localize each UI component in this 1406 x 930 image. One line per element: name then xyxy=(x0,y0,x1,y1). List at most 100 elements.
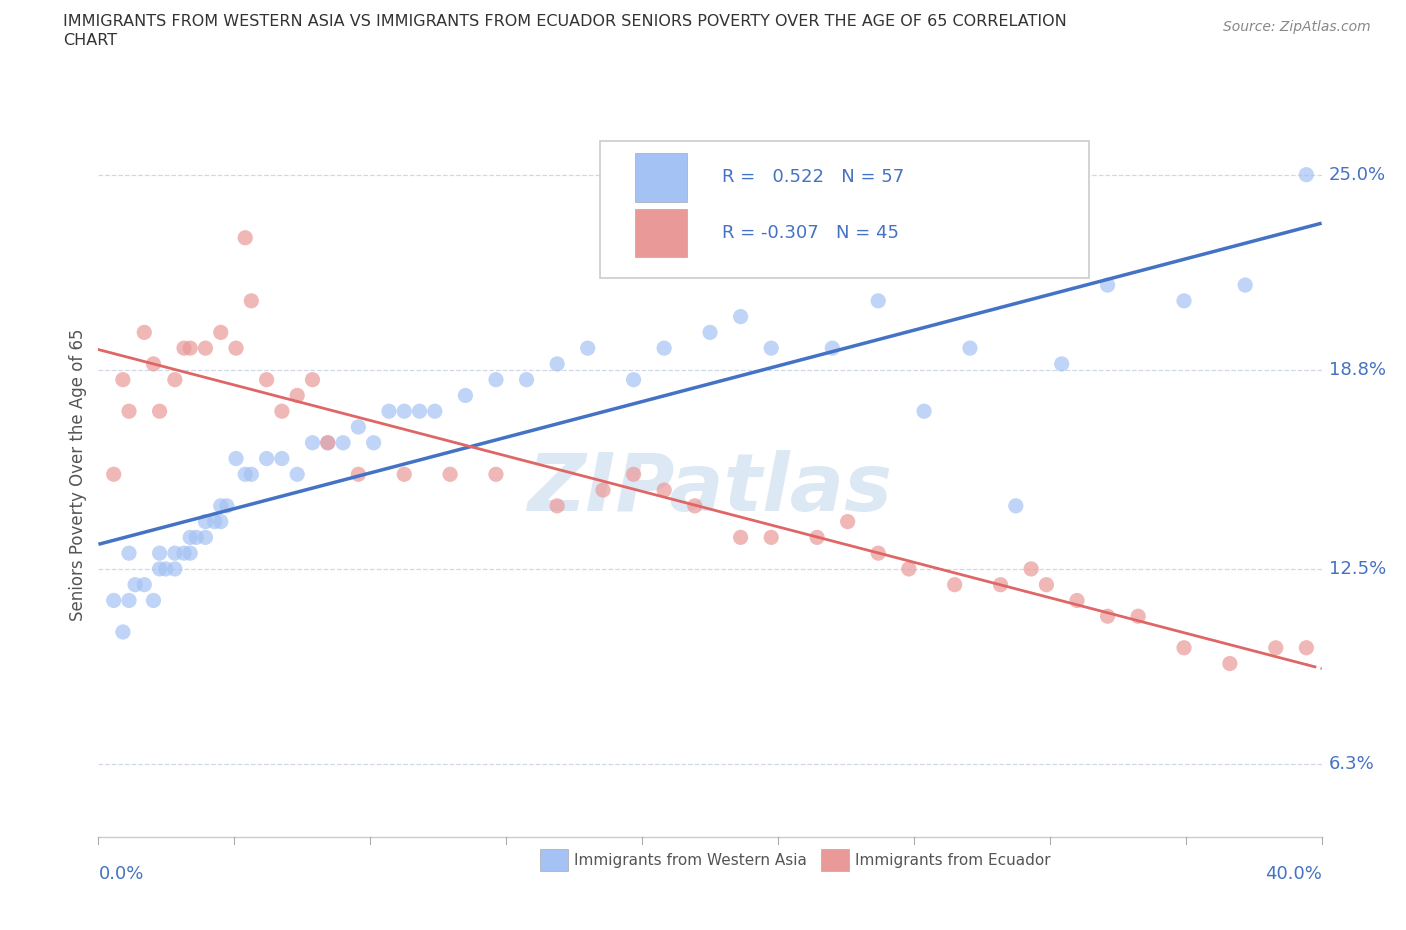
Point xyxy=(111,625,134,640)
Point xyxy=(454,388,477,403)
Point xyxy=(233,231,256,246)
Text: ZIPatlas: ZIPatlas xyxy=(527,450,893,528)
Point xyxy=(285,388,308,403)
Point xyxy=(623,467,645,482)
Point xyxy=(730,530,752,545)
Point xyxy=(730,309,752,324)
Point xyxy=(179,530,201,545)
Text: 6.3%: 6.3% xyxy=(1329,755,1375,774)
Point xyxy=(111,372,134,387)
Point xyxy=(1219,656,1241,671)
Text: 18.8%: 18.8% xyxy=(1329,361,1386,379)
Point xyxy=(546,356,568,371)
Point xyxy=(1264,641,1286,656)
Point xyxy=(1173,641,1195,656)
Point xyxy=(546,498,568,513)
Point xyxy=(347,467,370,482)
Point xyxy=(699,325,721,339)
FancyBboxPatch shape xyxy=(636,153,686,202)
Point xyxy=(149,562,172,577)
Point xyxy=(485,372,508,387)
Point xyxy=(1097,278,1119,293)
Point xyxy=(149,404,172,418)
Point xyxy=(256,451,278,466)
Point xyxy=(209,325,232,339)
Point xyxy=(301,435,323,450)
Point xyxy=(163,372,186,387)
Point xyxy=(576,340,599,355)
Point xyxy=(285,467,308,482)
Point xyxy=(215,498,238,513)
Point xyxy=(1295,641,1317,656)
Point xyxy=(204,514,226,529)
Text: R = -0.307   N = 45: R = -0.307 N = 45 xyxy=(723,224,900,242)
Point xyxy=(439,467,461,482)
Point xyxy=(186,530,208,545)
Point xyxy=(240,293,263,308)
Point xyxy=(270,404,292,418)
Point xyxy=(103,467,125,482)
Point xyxy=(652,340,675,355)
Point xyxy=(134,578,156,592)
Y-axis label: Seniors Poverty Over the Age of 65: Seniors Poverty Over the Age of 65 xyxy=(69,328,87,620)
Point xyxy=(363,435,385,450)
Point xyxy=(392,404,416,418)
Point xyxy=(256,372,278,387)
Point xyxy=(1234,278,1257,293)
Point xyxy=(240,467,263,482)
Point xyxy=(155,562,177,577)
Point xyxy=(179,546,201,561)
Point xyxy=(194,514,217,529)
Point xyxy=(124,578,146,592)
Text: CHART: CHART xyxy=(63,33,117,47)
Point xyxy=(209,498,232,513)
Point xyxy=(233,467,256,482)
Point xyxy=(1035,578,1057,592)
Point xyxy=(301,372,323,387)
Point xyxy=(149,546,172,561)
Point xyxy=(209,514,232,529)
Point xyxy=(163,562,186,577)
Point xyxy=(142,593,165,608)
Text: Source: ZipAtlas.com: Source: ZipAtlas.com xyxy=(1223,20,1371,34)
Point xyxy=(347,419,370,434)
Text: R =   0.522   N = 57: R = 0.522 N = 57 xyxy=(723,168,904,186)
Point xyxy=(821,340,844,355)
Text: Immigrants from Ecuador: Immigrants from Ecuador xyxy=(855,853,1050,868)
Point xyxy=(868,546,890,561)
Point xyxy=(485,467,508,482)
Text: IMMIGRANTS FROM WESTERN ASIA VS IMMIGRANTS FROM ECUADOR SENIORS POVERTY OVER THE: IMMIGRANTS FROM WESTERN ASIA VS IMMIGRAN… xyxy=(63,14,1067,29)
Point xyxy=(1097,609,1119,624)
Point xyxy=(173,546,195,561)
Text: 0.0%: 0.0% xyxy=(98,865,143,883)
Text: 12.5%: 12.5% xyxy=(1329,560,1386,578)
Point xyxy=(1173,293,1195,308)
Point xyxy=(959,340,981,355)
Point xyxy=(1019,562,1042,577)
Point xyxy=(316,435,339,450)
Point xyxy=(759,340,782,355)
Point xyxy=(332,435,354,450)
Point xyxy=(194,530,217,545)
Point xyxy=(316,435,339,450)
Point xyxy=(683,498,706,513)
Point xyxy=(173,340,195,355)
Point xyxy=(990,578,1012,592)
Point xyxy=(118,404,141,418)
FancyBboxPatch shape xyxy=(636,208,686,257)
Point xyxy=(134,325,156,339)
Point xyxy=(912,404,935,418)
FancyBboxPatch shape xyxy=(600,140,1090,278)
Point xyxy=(118,593,141,608)
Text: Immigrants from Western Asia: Immigrants from Western Asia xyxy=(574,853,807,868)
Point xyxy=(592,483,614,498)
Point xyxy=(225,340,247,355)
Point xyxy=(1295,167,1317,182)
Point xyxy=(759,530,782,545)
Point xyxy=(943,578,966,592)
Point xyxy=(142,356,165,371)
Point xyxy=(378,404,401,418)
Point xyxy=(1066,593,1088,608)
Point xyxy=(1050,356,1073,371)
Point xyxy=(516,372,538,387)
